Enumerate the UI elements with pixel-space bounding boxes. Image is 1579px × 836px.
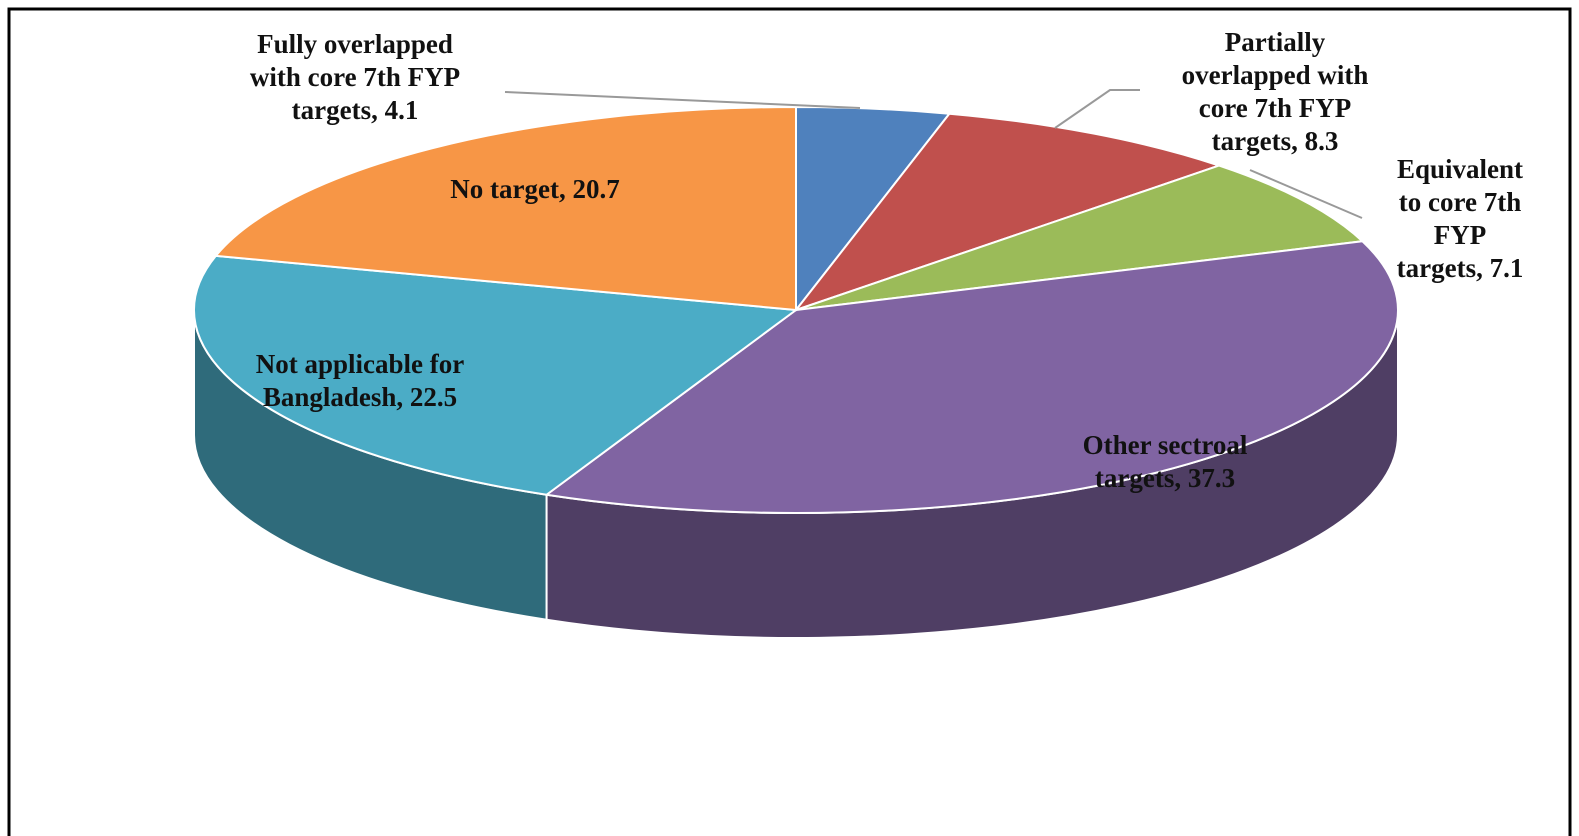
leader-lines (504, 89, 1363, 219)
leader-line (1249, 169, 1363, 219)
data-label-line: No target, 20.7 (450, 174, 619, 204)
data-label-line: FYP (1434, 220, 1486, 250)
data-label-line: Not applicable for (256, 349, 465, 379)
data-label: Not applicable for Bangladesh, 22.5 (256, 349, 465, 412)
data-label-line: overlapped with (1182, 60, 1369, 90)
leader-line (1054, 89, 1140, 129)
data-label-line: targets, 4.1 (292, 95, 419, 125)
pie-slice (795, 164, 1365, 311)
data-label-line: targets, 8.3 (1212, 126, 1339, 156)
data-label: Other sectroal targets, 37.3 (1083, 430, 1248, 493)
data-label-line: Fully overlapped (257, 29, 453, 59)
data-label-line: Bangladesh, 22.5 (263, 382, 457, 412)
data-label: Fully overlapped with core 7th FYP targets… (250, 29, 460, 125)
data-label-line: targets, 37.3 (1095, 463, 1235, 493)
data-label-line: targets, 7.1 (1397, 253, 1524, 283)
data-label-line: Partially (1225, 27, 1326, 57)
data-label-line: to core 7th (1399, 187, 1521, 217)
data-label: No target, 20.7 (450, 174, 619, 204)
data-label-line: Equivalent (1397, 154, 1523, 184)
data-label: Equivalent to core 7th FYP targets, 7.1 (1397, 154, 1524, 283)
leader-line (504, 91, 861, 109)
data-labels: Fully overlapped with core 7th FYP targets… (250, 27, 1523, 493)
data-label-line: with core 7th FYP (250, 62, 460, 92)
data-label: Partially overlapped with core 7th FYP targ… (1182, 27, 1369, 156)
pie-slice (193, 254, 799, 496)
data-label-line: core 7th FYP (1199, 93, 1351, 123)
pie-slice (544, 240, 1399, 514)
pie-tops (193, 105, 1399, 514)
pie-slice (213, 105, 797, 312)
pie-slice (793, 112, 1223, 313)
data-label-line: Other sectroal (1083, 430, 1248, 460)
